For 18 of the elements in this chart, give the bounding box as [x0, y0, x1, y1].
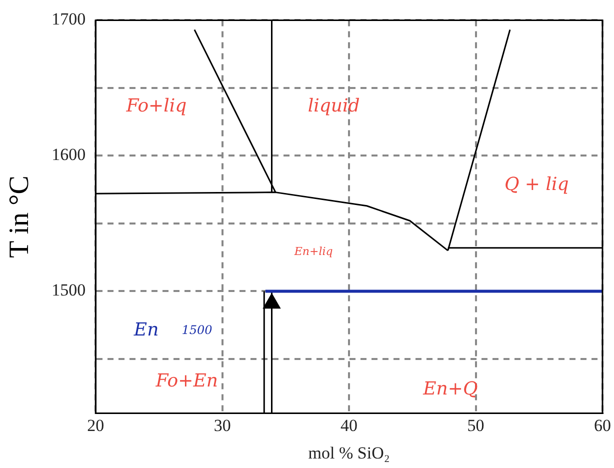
annotation: En+Q: [422, 378, 478, 400]
y-tick-label: 1700: [52, 10, 86, 29]
x-tick-label: 60: [594, 416, 611, 435]
x-tick-label: 50: [467, 416, 484, 435]
x-tick-label: 20: [87, 416, 104, 435]
annotation: En: [132, 319, 159, 340]
y-tick-label: 1600: [52, 145, 86, 164]
annotation: Q + liq: [504, 174, 569, 195]
annotation: Fo+En: [154, 370, 218, 392]
x-axis-title: mol % SiO₂: [308, 443, 390, 462]
annotation: Fo+liq: [125, 95, 187, 116]
y-tick-label: 1500: [52, 280, 86, 300]
x-tick-label: 30: [214, 416, 231, 435]
annotation: 1500: [182, 322, 213, 337]
annotation: liquid: [308, 95, 360, 116]
y-axis-title: T in °C: [4, 176, 36, 258]
annotation: En+liq: [293, 244, 333, 258]
x-tick-label: 40: [340, 416, 358, 435]
